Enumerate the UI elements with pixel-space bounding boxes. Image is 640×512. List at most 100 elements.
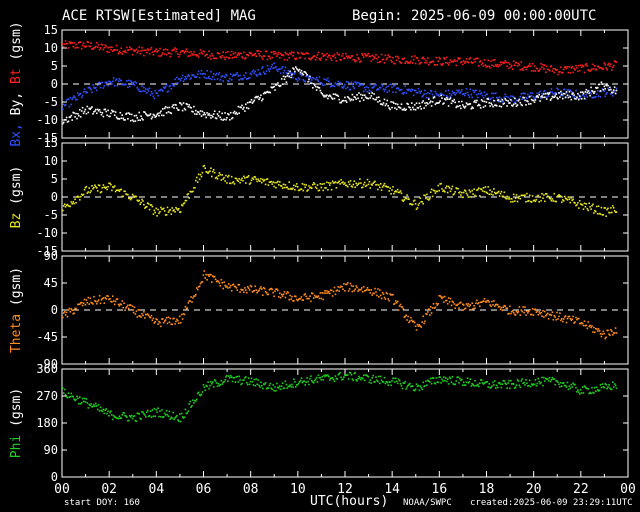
data-point-phi	[102, 408, 105, 411]
data-point-bz	[141, 198, 143, 201]
data-point-phi	[373, 381, 375, 383]
data-point-bz	[221, 174, 223, 176]
data-point-bx	[459, 92, 461, 94]
data-point-bx	[225, 73, 227, 76]
data-point-theta	[282, 293, 285, 295]
data-point-theta	[580, 322, 583, 324]
data-point-bt	[80, 47, 83, 50]
source-label: NOAA/SWPC	[403, 498, 452, 508]
data-point-bx	[514, 97, 517, 100]
data-point-theta	[269, 288, 272, 290]
data-point-bz	[98, 184, 101, 187]
data-point-theta	[403, 316, 406, 318]
data-point-bx	[563, 88, 566, 91]
data-point-by	[134, 120, 137, 122]
data-point-theta	[90, 301, 92, 304]
data-point-bx	[99, 86, 102, 89]
data-point-bt	[289, 52, 291, 54]
data-point-phi	[76, 395, 78, 398]
data-point-by	[395, 103, 397, 105]
data-point-bx	[341, 86, 343, 88]
data-point-bz	[92, 188, 94, 190]
data-point-phi	[195, 400, 197, 402]
data-point-bx	[490, 97, 492, 100]
data-point-phi	[317, 374, 320, 377]
data-point-bz	[152, 213, 155, 215]
data-point-by	[141, 117, 143, 120]
data-point-by	[441, 97, 443, 99]
data-point-phi	[562, 382, 565, 384]
data-point-bt	[552, 68, 555, 70]
data-point-by	[248, 101, 251, 103]
data-point-theta	[358, 288, 360, 291]
data-point-bz	[609, 212, 611, 214]
data-point-bz	[549, 198, 552, 200]
data-point-by	[199, 110, 202, 112]
data-point-bt	[337, 53, 340, 56]
data-point-bt	[241, 56, 243, 58]
data-point-bx	[153, 97, 156, 100]
data-point-bt	[287, 53, 290, 56]
data-point-bz	[373, 181, 375, 184]
data-point-bt	[410, 60, 412, 63]
data-point-bz	[462, 196, 464, 199]
data-point-by	[371, 92, 373, 94]
data-point-phi	[395, 377, 397, 380]
data-point-bz	[162, 208, 164, 210]
data-point-phi	[235, 376, 238, 378]
data-point-theta	[62, 316, 64, 319]
data-point-bx	[286, 73, 289, 75]
data-point-bx	[487, 97, 489, 99]
data-point-phi	[530, 383, 533, 385]
data-point-bt	[432, 60, 435, 63]
data-point-bt	[203, 50, 206, 53]
data-point-by	[493, 99, 495, 102]
data-point-bz	[534, 200, 537, 203]
data-point-bz	[299, 188, 302, 190]
data-point-by	[132, 120, 135, 123]
data-point-bz	[552, 200, 555, 202]
data-point-theta	[584, 324, 587, 327]
data-point-by	[518, 98, 521, 101]
data-point-bx	[408, 88, 410, 91]
data-point-bx	[462, 93, 464, 95]
data-point-bz	[527, 200, 529, 202]
data-point-phi	[426, 384, 428, 386]
data-point-phi	[324, 375, 326, 378]
data-point-bx	[519, 95, 522, 98]
data-point-theta	[479, 305, 481, 308]
data-point-bz	[89, 191, 91, 194]
x-tick-label: 08	[243, 482, 259, 497]
data-point-bt	[267, 55, 270, 57]
data-point-phi	[79, 403, 82, 405]
data-point-phi	[268, 384, 271, 387]
data-point-bt	[340, 59, 342, 61]
data-point-bz	[118, 190, 121, 192]
data-point-phi	[479, 382, 481, 384]
data-point-bx	[579, 96, 582, 98]
data-point-phi	[221, 383, 223, 385]
data-point-bz	[468, 189, 471, 191]
data-point-bt	[266, 58, 269, 61]
data-point-bt	[157, 49, 159, 52]
data-point-theta	[335, 290, 338, 292]
data-point-bx	[91, 91, 93, 94]
data-point-theta	[470, 309, 473, 311]
data-point-theta	[80, 301, 83, 304]
data-point-bt	[126, 46, 128, 49]
data-point-theta	[190, 296, 192, 298]
data-point-theta	[612, 334, 614, 336]
data-point-phi	[130, 414, 133, 417]
data-point-bt	[232, 52, 235, 55]
data-point-theta	[347, 290, 350, 292]
y-tick-label: 5	[51, 172, 58, 186]
data-point-bx	[368, 89, 371, 92]
data-point-phi	[131, 417, 134, 420]
data-point-phi	[425, 380, 427, 382]
data-point-phi	[117, 417, 120, 420]
data-point-by	[107, 109, 109, 112]
data-point-by	[126, 112, 128, 115]
data-point-bt	[533, 65, 536, 67]
data-point-bx	[584, 98, 587, 100]
y-label-units: (gsm)	[9, 21, 24, 68]
